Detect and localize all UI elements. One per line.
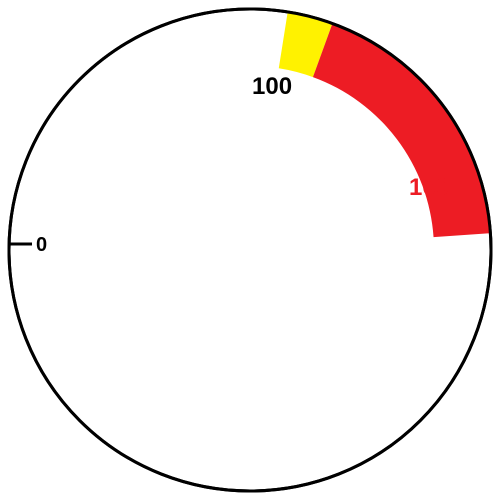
tick-label-160: 160: [409, 174, 450, 201]
tick-label-0: 0: [36, 234, 48, 256]
tick-label-100: 100: [252, 73, 293, 100]
caution-zone-band: [278, 12, 333, 78]
dial-rim: [7, 7, 493, 493]
danger-zone-band: [312, 24, 490, 238]
